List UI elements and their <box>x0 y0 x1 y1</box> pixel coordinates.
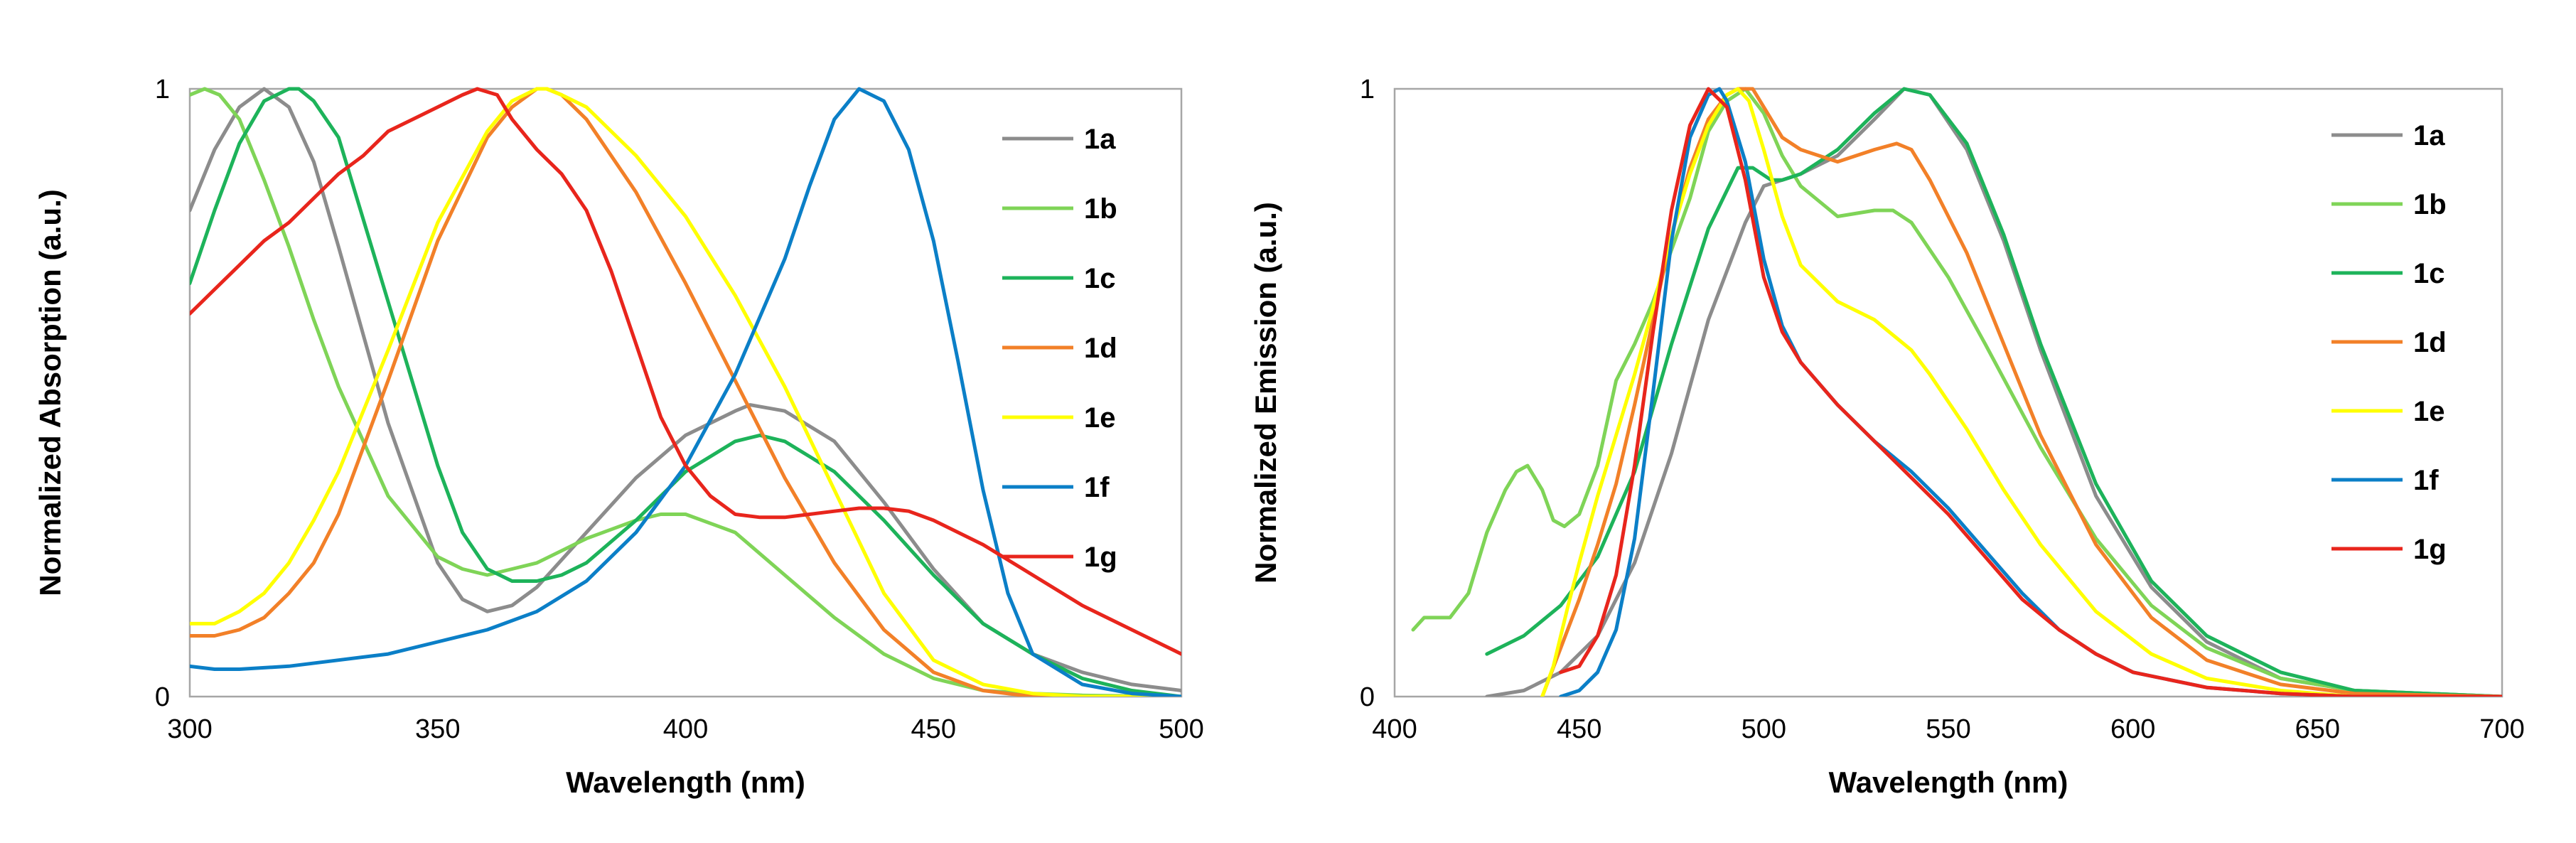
x-axis-title: Wavelength (nm) <box>1829 766 2068 799</box>
legend-label-1g: 1g <box>1084 542 1117 573</box>
plot-area-frame <box>1393 87 2503 698</box>
series-line-1c <box>1485 87 2502 697</box>
absorption-chart: 300 350 400 450 500 0 1 Wavelength (nm) Normaliz… <box>33 75 1204 799</box>
x-tick-label: 450 <box>911 714 956 744</box>
plot-area-frame <box>188 87 1183 698</box>
legend-label-1b: 1b <box>1084 193 1117 225</box>
series-line-1e <box>190 87 1181 697</box>
series-line-1g <box>1559 87 2502 697</box>
series-line-1d <box>1540 87 2502 697</box>
x-tick-label: 700 <box>2479 714 2524 744</box>
series-group <box>1411 87 2502 697</box>
x-tick-label: 500 <box>1742 714 1786 744</box>
legend-label-1f: 1f <box>2413 465 2439 496</box>
legend-label-1a: 1a <box>1084 124 1116 155</box>
series-line-1b <box>190 87 1181 697</box>
series-line-1d <box>190 87 1181 697</box>
x-tick-label: 400 <box>663 714 708 744</box>
x-axis-title: Wavelength (nm) <box>566 766 805 799</box>
y-tick-label: 0 <box>1360 682 1375 712</box>
y-axis-title: Normalized Absorption (a.u.) <box>33 189 67 596</box>
series-line-1c <box>190 87 1181 697</box>
series-group <box>190 87 1181 697</box>
legend-label-1e: 1e <box>2413 396 2445 427</box>
x-tick-label: 650 <box>2295 714 2340 744</box>
legend-label-1g: 1g <box>2413 534 2447 565</box>
series-line-1g <box>190 87 1181 656</box>
legend-label-1f: 1f <box>1084 472 1110 503</box>
y-tick-label: 0 <box>155 682 170 712</box>
legend-label-1a: 1a <box>2413 120 2445 151</box>
x-tick-label: 500 <box>1159 714 1203 744</box>
legend-label-1d: 1d <box>1084 333 1117 364</box>
x-tick-label: 400 <box>1372 714 1417 744</box>
legend-label-1e: 1e <box>1084 402 1116 434</box>
x-tick-label: 550 <box>1926 714 1970 744</box>
y-tick-label: 1 <box>155 75 170 104</box>
x-tick-label: 450 <box>1557 714 1601 744</box>
legend-label-1b: 1b <box>2413 189 2447 220</box>
series-line-1e <box>1540 87 2502 697</box>
x-tick-label: 600 <box>2110 714 2155 744</box>
legend-label-1c: 1c <box>2413 258 2445 289</box>
legend-label-1d: 1d <box>2413 327 2447 358</box>
y-tick-label: 1 <box>1360 75 1375 104</box>
series-line-1b <box>1411 87 2502 697</box>
legend-label-1c: 1c <box>1084 263 1116 294</box>
y-axis-title: Normalized Emission (a.u.) <box>1249 202 1282 584</box>
series-line-1a <box>1485 87 2502 697</box>
x-tick-label: 350 <box>415 714 460 744</box>
series-line-1f <box>190 87 1181 697</box>
x-tick-label: 300 <box>167 714 212 744</box>
emission-chart: 400 450 500 550 600 650 700 0 1 Wavelength (nm) No… <box>1249 75 2525 799</box>
